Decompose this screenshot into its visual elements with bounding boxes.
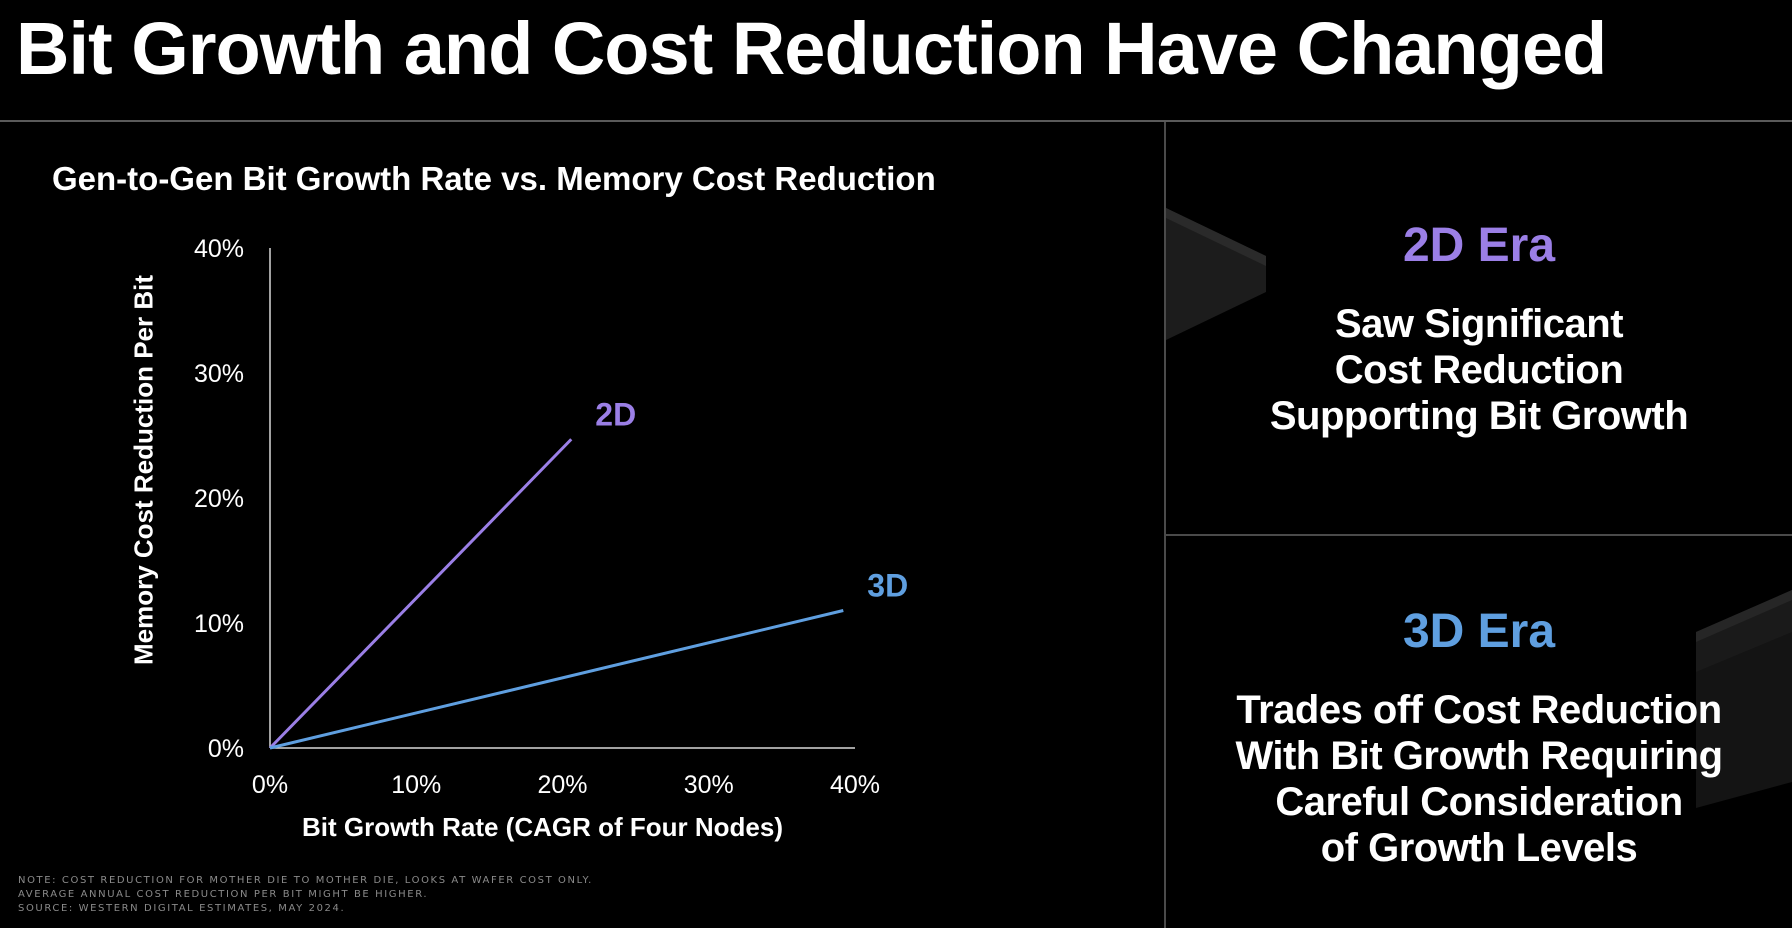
line-chart: 0% 10% 20% 30% 40% 0% 10% 20% 30% 40% 2D 3D	[194, 235, 908, 799]
era-2d-description: Saw Significant Cost Reduction Supportin…	[1166, 301, 1792, 439]
era-2d-line: Cost Reduction	[1334, 348, 1624, 392]
era-2d-line: Supporting Bit Growth	[1269, 394, 1689, 438]
era-3d-description: Trades off Cost Reduction With Bit Growt…	[1166, 687, 1792, 871]
footnote-line: SOURCE: WESTERN DIGITAL ESTIMATES, MAY 2…	[18, 903, 346, 914]
footnote-line: NOTE: COST REDUCTION FOR MOTHER DIE TO M…	[18, 875, 593, 886]
panel-divider	[1166, 534, 1792, 536]
x-axis-label: Bit Growth Rate (CAGR of Four Nodes)	[302, 812, 783, 842]
era-3d-line: of Growth Levels	[1320, 826, 1638, 870]
series-line-2d	[268, 438, 573, 750]
era-2d-title: 2D Era	[1402, 219, 1556, 272]
footnote: NOTE: COST REDUCTION FOR MOTHER DIE TO M…	[18, 874, 593, 916]
x-tick-label: 0%	[252, 771, 288, 799]
y-axis-label: Memory Cost Reduction Per Bit	[128, 274, 159, 666]
column-divider	[1164, 122, 1166, 928]
era-3d-line: With Bit Growth Requiring	[1235, 734, 1723, 778]
x-tick-label: 30%	[684, 771, 734, 799]
x-tick-label: 20%	[537, 771, 587, 799]
era-3d-line: Trades off Cost Reduction	[1236, 688, 1722, 732]
slide-title: Bit Growth and Cost Reduction Have Chang…	[16, 7, 1607, 90]
y-tick-label: 0%	[208, 735, 244, 763]
decorative-shape-bottom	[1696, 590, 1792, 808]
decorative-shape-top	[1166, 208, 1266, 340]
series-label-3d: 3D	[867, 568, 908, 604]
series-line-3d	[269, 609, 844, 750]
title-divider	[0, 120, 1792, 122]
x-tick-label: 40%	[830, 771, 880, 799]
era-3d-line: Careful Consideration	[1275, 780, 1683, 824]
y-tick-label: 30%	[194, 360, 244, 388]
series-label-2d: 2D	[595, 396, 636, 432]
era-3d-title: 3D Era	[1402, 605, 1556, 658]
panel-3d-era: 3D Era Trades off Cost Reduction With Bi…	[1166, 604, 1792, 871]
y-tick-label: 20%	[194, 485, 244, 513]
y-tick-label: 10%	[194, 610, 244, 638]
y-tick-label: 40%	[194, 235, 244, 263]
era-2d-line: Saw Significant	[1334, 302, 1624, 346]
x-tick-label: 10%	[391, 771, 441, 799]
panel-2d-era: 2D Era Saw Significant Cost Reduction Su…	[1166, 218, 1792, 439]
footnote-line: AVERAGE ANNUAL COST REDUCTION PER BIT MI…	[18, 889, 429, 900]
chart-title: Gen-to-Gen Bit Growth Rate vs. Memory Co…	[52, 160, 936, 197]
